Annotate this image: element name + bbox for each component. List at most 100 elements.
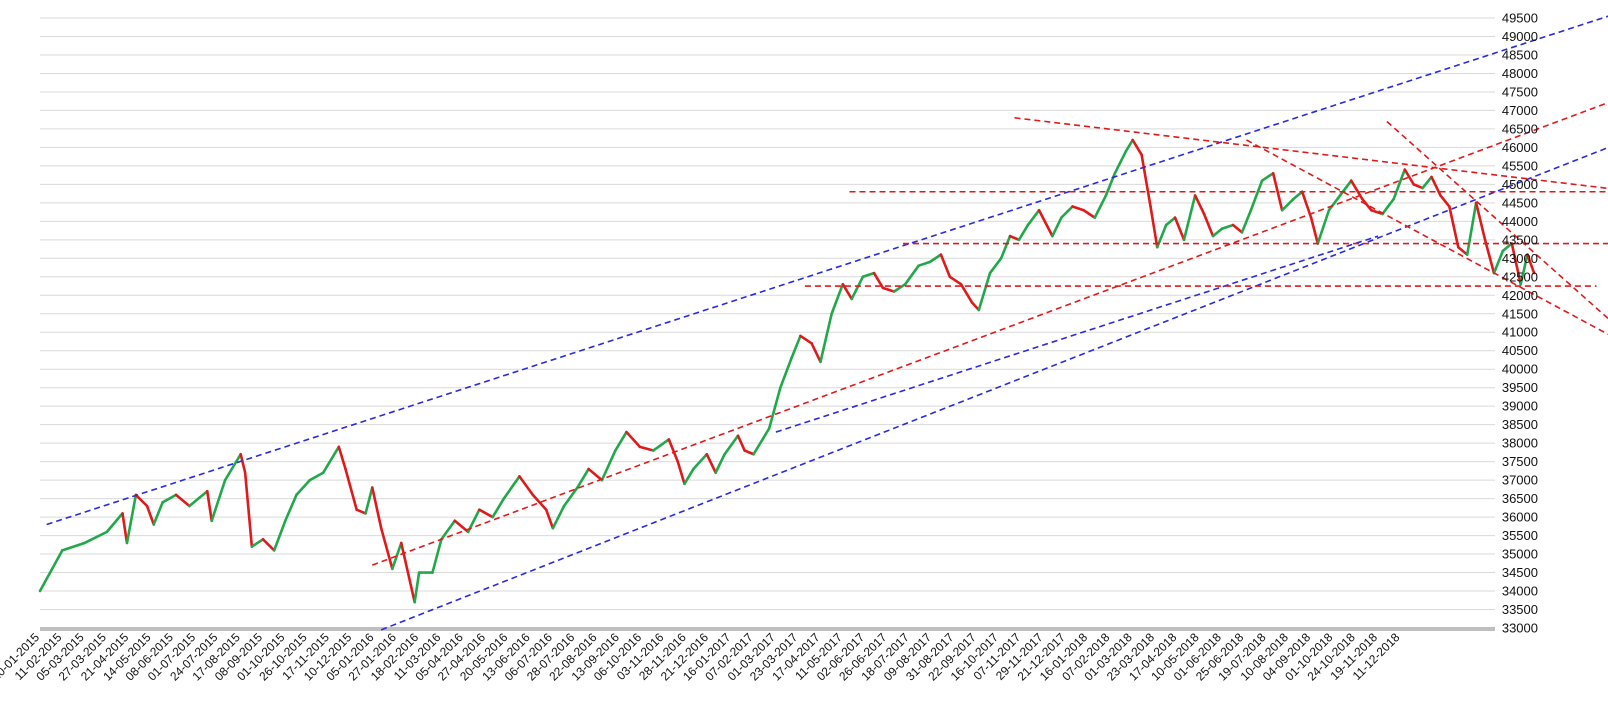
price-segment [1008, 234, 1021, 242]
price-segment [1149, 205, 1159, 249]
price-segment [1510, 242, 1523, 286]
price-segment [1501, 242, 1514, 253]
price-segment [850, 275, 865, 301]
price-segment [988, 257, 1003, 275]
price-segment [364, 486, 374, 515]
y-tick-label: 40000 [1502, 362, 1538, 377]
price-segment [705, 452, 717, 475]
y-tick-label: 37500 [1502, 454, 1538, 469]
price-segment [161, 493, 178, 504]
price-segment [1164, 216, 1177, 227]
blue-trendline [46, 15, 1608, 526]
y-tick-label: 35000 [1502, 547, 1538, 562]
y-axis: 33000 33500 34000 34500 35000 35500 36000 36500… [1502, 11, 1538, 636]
price-segment [881, 286, 896, 293]
price-segment [676, 460, 686, 486]
price-segment [1240, 208, 1253, 234]
price-segment [1300, 190, 1313, 219]
price-segment [861, 271, 876, 279]
price-segment [959, 282, 974, 304]
y-tick-label: 46000 [1502, 140, 1538, 155]
y-tick-label: 49500 [1502, 11, 1538, 26]
y-tick-label: 35500 [1502, 528, 1538, 543]
y-tick-label: 39500 [1502, 380, 1538, 395]
price-segment [38, 549, 64, 593]
price-segment [1260, 171, 1275, 182]
blue-trendline [380, 146, 1608, 631]
price-segment [587, 467, 604, 482]
y-tick-label: 48500 [1502, 47, 1538, 62]
y-tick-label: 43000 [1502, 251, 1538, 266]
y-tick-label: 33500 [1502, 602, 1538, 617]
price-segment [790, 334, 802, 360]
y-tick-label: 44500 [1502, 195, 1538, 210]
price-segment [810, 342, 822, 364]
price-segment [1316, 208, 1331, 245]
price-segment [1291, 190, 1304, 201]
y-tick-label: 33000 [1502, 621, 1538, 636]
price-segment [440, 519, 457, 541]
price-segment [736, 434, 746, 452]
price-segment [145, 504, 156, 526]
y-tick-label: 46500 [1502, 121, 1538, 136]
price-segment [1412, 183, 1424, 190]
price-segment [1051, 216, 1063, 238]
price-segment [977, 271, 992, 312]
price-segment [121, 512, 129, 545]
price-segment [1113, 149, 1128, 175]
price-segment [413, 571, 421, 604]
price-segment [917, 260, 932, 267]
price-segment [1211, 227, 1224, 238]
price-segment [478, 508, 494, 519]
price-segment [1474, 201, 1487, 242]
price-segment [872, 271, 885, 290]
y-tick-label: 45000 [1502, 177, 1538, 192]
price-segment [638, 445, 655, 452]
price-segment [939, 253, 952, 279]
price-segment [1140, 153, 1152, 208]
price-segment [928, 253, 943, 264]
y-tick-label: 38500 [1502, 417, 1538, 432]
price-segment [223, 452, 242, 482]
price-segment [830, 282, 845, 316]
price-segment [948, 275, 963, 286]
price-segment [105, 512, 124, 534]
price-segment [1017, 223, 1030, 242]
price-segment [355, 508, 367, 515]
price-segment [614, 430, 628, 452]
price-segment [243, 471, 254, 548]
price-segment [1361, 197, 1373, 212]
y-tick-label: 34000 [1502, 584, 1538, 599]
price-segment [83, 530, 109, 545]
price-segment [1231, 223, 1244, 234]
price-segment [1249, 179, 1264, 212]
price-segment [431, 537, 443, 574]
price-segment [518, 475, 535, 497]
price-segment [391, 541, 403, 571]
price-segment [188, 489, 209, 508]
price-segment [1193, 194, 1206, 216]
price-segment [134, 493, 149, 508]
price-segment [841, 282, 854, 301]
price-segment [1309, 216, 1320, 245]
price-segment [1526, 253, 1536, 275]
price-segment [551, 504, 566, 530]
price-segment [502, 475, 521, 500]
red-trendline [1014, 117, 1608, 190]
price-segment [1220, 223, 1235, 231]
price-segment [625, 430, 642, 449]
price-segment [544, 508, 555, 530]
price-segment [379, 526, 394, 571]
price-segment [1327, 194, 1342, 212]
price-segment [174, 493, 191, 508]
price-segment [779, 356, 793, 389]
y-tick-label: 47500 [1502, 84, 1538, 99]
price-segment [205, 489, 214, 523]
price-segment [714, 452, 726, 475]
price-segment [1173, 216, 1186, 242]
price-segment [1448, 205, 1460, 249]
price-segment [531, 493, 548, 511]
price-segment [562, 486, 579, 508]
trendlines [46, 15, 1608, 631]
price-segment [1519, 253, 1529, 286]
